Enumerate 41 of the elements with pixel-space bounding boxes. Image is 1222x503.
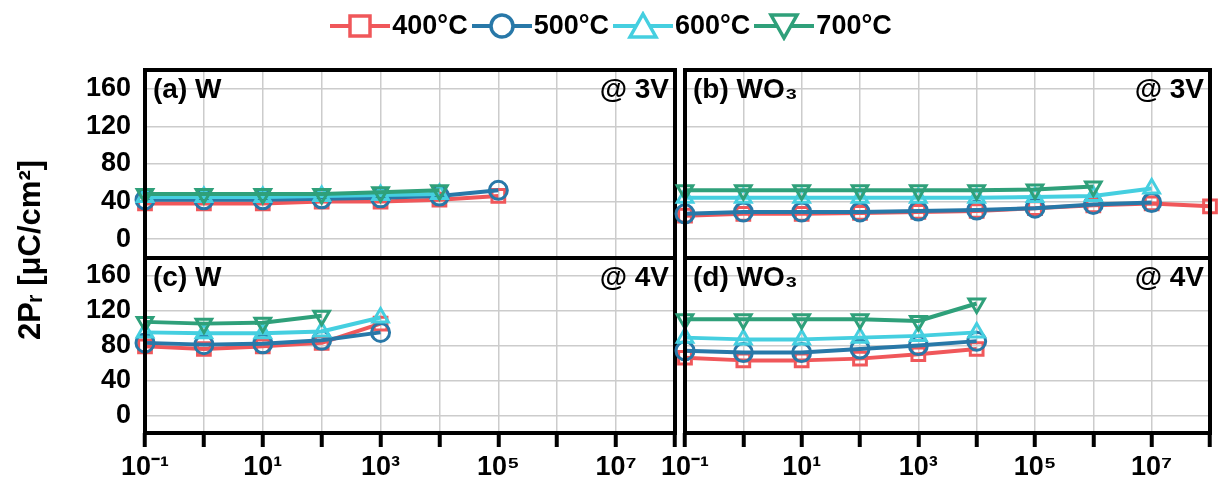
annotation: @ 4V	[1134, 260, 1205, 292]
annotation: (b) WO₃	[693, 72, 798, 104]
point	[1084, 180, 1103, 198]
point	[1202, 198, 1218, 215]
annotation: @ 3V	[1134, 72, 1205, 104]
point	[850, 313, 870, 330]
y-axis-title: 2Pᵣ [μC/cm²]	[12, 158, 48, 343]
annotation: (a) W	[153, 72, 222, 104]
x-tick-label: 10⁵	[1013, 450, 1057, 481]
legend-label: 400°C	[392, 10, 468, 41]
annotation: @ 3V	[599, 72, 670, 104]
y-tick-label: 0	[115, 398, 131, 429]
annotation: (d) WO₃	[693, 260, 798, 292]
point	[792, 313, 811, 330]
point	[734, 313, 753, 330]
point	[909, 315, 928, 332]
legend-label: 700°C	[816, 10, 892, 41]
x-tick-label: 10¹	[782, 450, 822, 481]
legend-label: 600°C	[675, 10, 751, 41]
y-tick-label: 0	[115, 222, 131, 253]
x-tick-label: 10¹	[243, 450, 283, 481]
y-tick-label: 40	[100, 363, 131, 394]
y-tick-label: 120	[85, 293, 131, 324]
point	[967, 297, 986, 314]
annotation: @ 4V	[599, 260, 670, 292]
x-tick-label: 10⁵	[476, 450, 520, 481]
point	[675, 313, 695, 330]
x-tick-label: 10³	[361, 450, 401, 481]
y-tick-label: 40	[100, 185, 131, 216]
x-tick-label: 10⁷	[1131, 450, 1173, 481]
y-tick-label: 80	[100, 147, 131, 178]
legend-label: 500°C	[533, 10, 609, 41]
x-tick-label: 10⁻¹	[660, 450, 710, 481]
y-tick-label: 160	[85, 258, 131, 289]
y-tick-label: 160	[85, 72, 131, 103]
x-tick-label: 10³	[898, 450, 938, 481]
y-tick-label: 120	[85, 109, 131, 140]
x-tick-label: 10⁻¹	[120, 450, 170, 481]
annotation: (c) W	[153, 260, 222, 292]
x-tick-label: 10⁷	[595, 450, 637, 481]
y-tick-label: 80	[100, 328, 131, 359]
